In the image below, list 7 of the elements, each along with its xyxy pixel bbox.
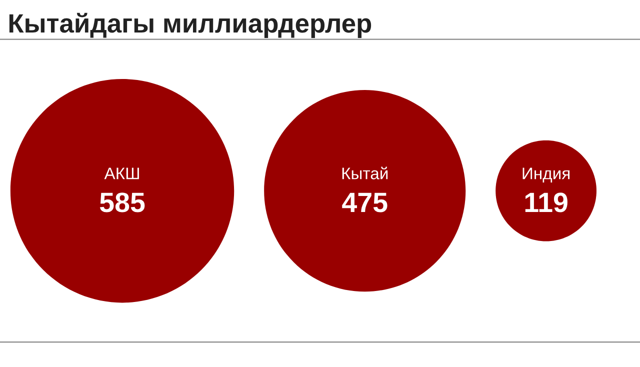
text: Кытайдагы миллиардерлер xyxy=(9,12,372,38)
data-label: 585 xyxy=(100,192,145,212)
category-label: Индия xyxy=(522,168,570,182)
category-label: АКШ xyxy=(104,168,139,180)
data-label: 119 xyxy=(525,192,568,212)
data-label: 475 xyxy=(342,192,388,212)
category-label: Кытай xyxy=(342,166,388,180)
